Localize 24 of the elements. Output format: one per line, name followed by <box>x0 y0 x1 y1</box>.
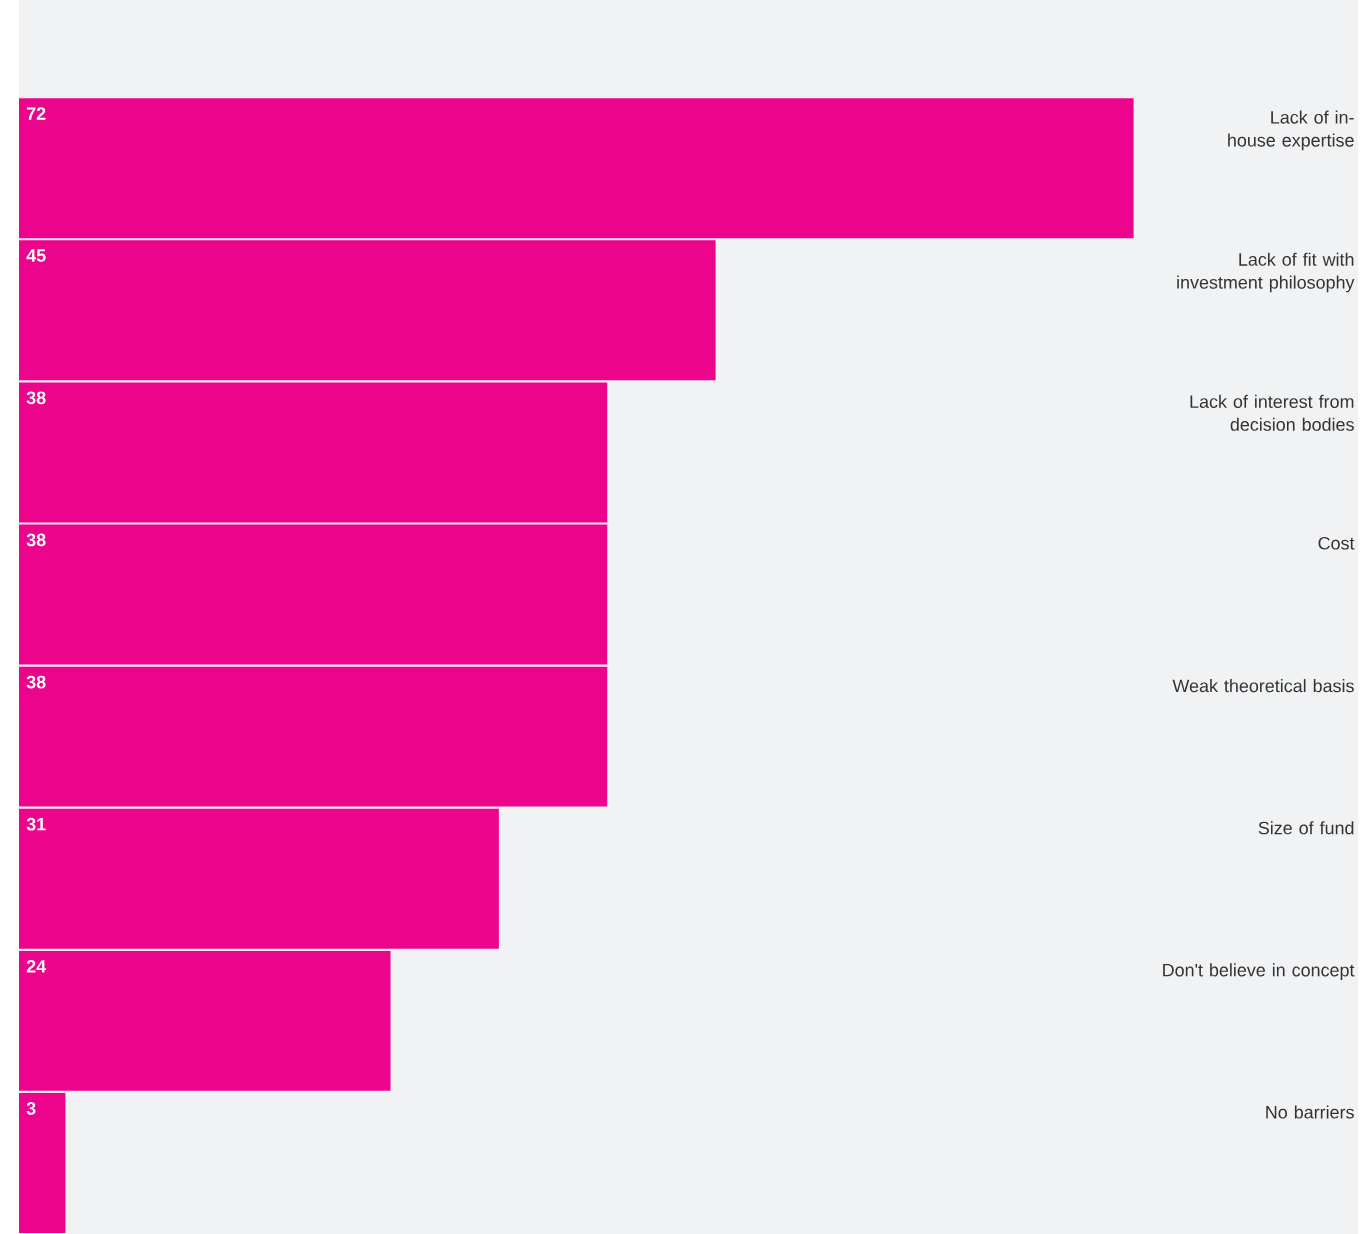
data-label: 3 <box>26 1102 36 1115</box>
data-label: 45 <box>26 249 46 262</box>
y-tick-label: Weak theoretical basis <box>1172 679 1354 693</box>
y-tick-label: Lack of interest from decision bodies <box>1190 394 1354 431</box>
bar <box>19 950 391 1091</box>
bar <box>19 98 1134 239</box>
data-label: 72 <box>26 107 46 120</box>
bar <box>19 524 608 665</box>
bar <box>19 382 608 523</box>
y-tick-label: No barriers <box>1266 1105 1354 1119</box>
y-tick-label: Size of fund <box>1258 821 1354 835</box>
bar <box>19 1092 66 1233</box>
y-tick-label: Cost <box>1318 536 1355 550</box>
bar <box>19 240 716 381</box>
bar <box>19 808 499 949</box>
data-label: 31 <box>26 817 46 831</box>
y-tick-label: Lack of fit with investment philosophy <box>1177 252 1355 293</box>
data-label: 38 <box>26 675 46 689</box>
data-label: 38 <box>26 391 46 405</box>
y-tick-label: Don't believe in concept <box>1163 963 1355 980</box>
bar <box>19 666 608 807</box>
data-label: 24 <box>26 959 47 973</box>
data-label: 38 <box>26 533 46 547</box>
y-tick-label: Lack of in-house expertise <box>1228 110 1354 151</box>
